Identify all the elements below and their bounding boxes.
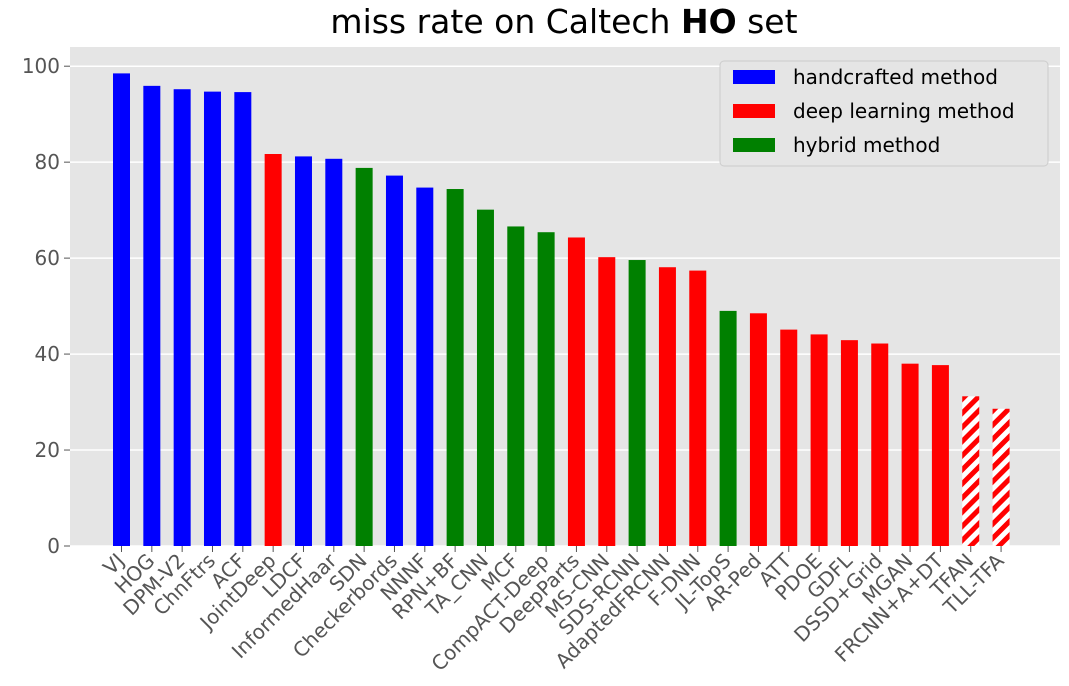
y-axis: 0 20 40 60 80 100 xyxy=(22,54,70,558)
bar-chnftrs xyxy=(203,91,221,547)
bar-tfan xyxy=(962,396,980,546)
chart-title: miss rate on Caltech HO set xyxy=(330,2,797,41)
legend-label-deep: deep learning method xyxy=(793,99,1015,123)
chart-title-prefix: miss rate on Caltech xyxy=(330,2,681,41)
bar-tll-tfa xyxy=(992,408,1010,546)
bar-acf xyxy=(234,92,252,546)
legend-swatch-deep xyxy=(733,104,775,118)
y-tick-label: 0 xyxy=(47,534,60,558)
y-tick-label: 40 xyxy=(35,342,60,366)
bar-frcnn-a-dt xyxy=(931,365,949,546)
chart-title-bold: HO xyxy=(681,2,737,41)
legend: handcrafted method deep learning method … xyxy=(719,60,1049,167)
bar-adaptedfrcnn xyxy=(658,267,676,546)
legend-label-handcrafted: handcrafted method xyxy=(793,65,998,89)
bar-vj xyxy=(113,73,130,546)
x-axis: VJHOGDPM-V2ChnFtrsACFJointDeepLDCFInform… xyxy=(98,546,1009,676)
bar-ar-ped xyxy=(749,313,767,546)
bars xyxy=(113,73,1010,547)
y-tick-label: 80 xyxy=(35,150,60,174)
bar-pdoe xyxy=(810,334,828,546)
bar-ms-cnn xyxy=(598,257,616,546)
bar-sdn xyxy=(355,167,373,546)
bar-jl-tops xyxy=(719,310,737,546)
bar-deepparts xyxy=(567,237,585,547)
y-tick-label: 60 xyxy=(35,246,60,270)
y-tick-label: 100 xyxy=(22,54,60,78)
legend-label-hybrid: hybrid method xyxy=(793,133,940,157)
legend-box xyxy=(719,60,1049,167)
bar-ta-cnn xyxy=(476,209,494,546)
legend-swatch-handcrafted xyxy=(733,70,775,84)
bar-dpm-v2 xyxy=(173,89,191,546)
chart-title-suffix: set xyxy=(737,2,798,41)
bar-informedhaar xyxy=(325,158,343,547)
bar-checkerbords xyxy=(385,175,403,546)
bar-rpn-bf xyxy=(446,189,464,546)
bar-compact-deep xyxy=(537,232,555,546)
y-tick-label: 20 xyxy=(35,438,60,462)
bar-hog xyxy=(143,85,161,547)
bar-nnnf xyxy=(416,187,434,546)
bar-att xyxy=(780,329,798,546)
bar-ldcf xyxy=(294,156,312,546)
bar-mgan xyxy=(901,363,919,546)
bar-dssd-grid xyxy=(871,343,889,546)
bar-mcf xyxy=(507,226,525,546)
bar-jointdeep xyxy=(264,154,282,546)
bar-f-dnn xyxy=(689,270,707,546)
legend-swatch-hybrid xyxy=(733,138,775,152)
bar-gdfl xyxy=(840,340,858,546)
bar-sds-rcnn xyxy=(628,260,646,546)
